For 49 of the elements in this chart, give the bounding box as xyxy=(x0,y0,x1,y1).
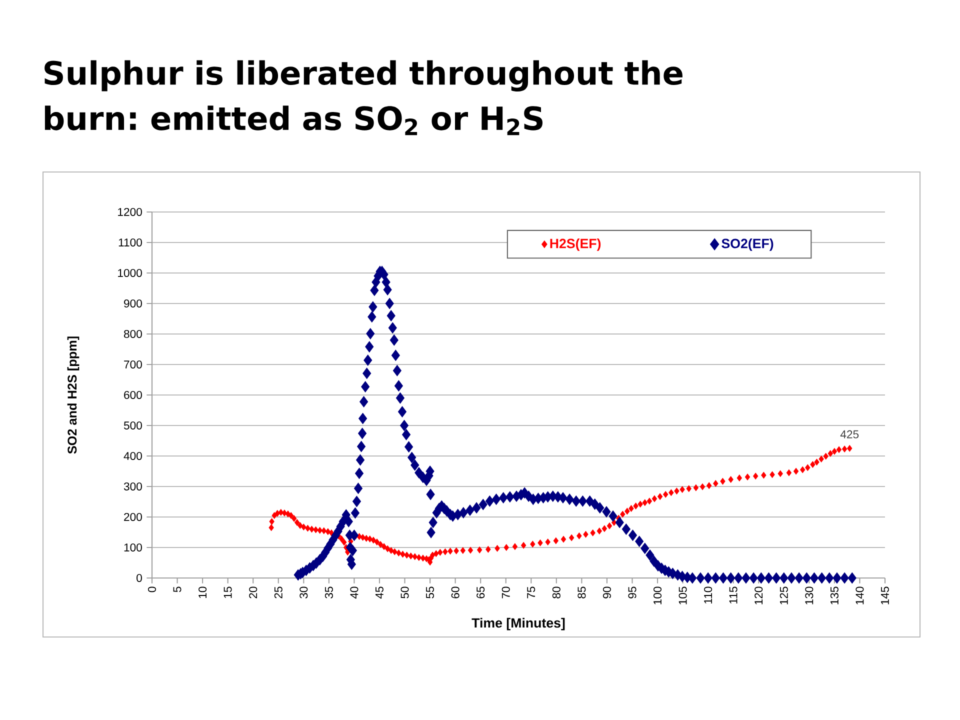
x-tick-label: 110 xyxy=(704,586,712,604)
x-tick-label: 0 xyxy=(148,586,156,592)
x-tick-label: 75 xyxy=(527,586,536,598)
x-tick-label: 95 xyxy=(628,586,636,598)
x-tick-label: 35 xyxy=(324,586,333,598)
x-tick-label: 60 xyxy=(451,586,460,598)
x-tick-label: 105 xyxy=(678,586,687,604)
y-tick-label: 300 xyxy=(124,482,142,490)
x-tick-label: 85 xyxy=(578,586,586,598)
x-tick-label: 100 xyxy=(654,586,662,604)
y-tick-label: 900 xyxy=(124,299,142,308)
x-tick-label: 145 xyxy=(881,586,889,604)
y-tick-label: 0 xyxy=(136,574,142,582)
x-tick-label: 20 xyxy=(249,586,258,598)
y-tick-label: 1200 xyxy=(118,208,142,216)
y-tick-label: 1000 xyxy=(118,268,142,277)
x-axis-title: Time [Minutes] xyxy=(472,618,565,630)
y-tick-label: 1100 xyxy=(118,238,142,246)
x-tick-label: 5 xyxy=(173,586,182,592)
x-tick-label: 140 xyxy=(856,586,864,604)
y-axis-title: SO2 and H2S [ppm] xyxy=(67,336,80,454)
y-tick-label: 700 xyxy=(124,360,142,368)
x-tick-label: 10 xyxy=(198,586,207,598)
x-tick-label: 15 xyxy=(224,586,232,598)
x-tick-label: 40 xyxy=(350,586,358,599)
x-tick-label: 25 xyxy=(274,586,282,598)
x-tick-label: 80 xyxy=(552,586,560,598)
y-tick-label: 800 xyxy=(124,330,142,338)
x-tick-label: 50 xyxy=(400,586,409,598)
y-tick-label: 400 xyxy=(124,452,142,460)
x-tick-label: 130 xyxy=(805,586,814,604)
x-tick-label: 125 xyxy=(780,586,788,604)
chart-title: Sulphur is liberated throughout the burn: emitted as SO$_{2}$ or H$_{2}$S xyxy=(44,60,682,136)
annotation: 425 xyxy=(840,430,859,438)
legend-label: SO2(EF) xyxy=(722,238,774,251)
x-tick-label: 115 xyxy=(729,586,738,604)
x-tick-label: 45 xyxy=(376,586,384,599)
x-tick-label: 55 xyxy=(426,586,434,598)
y-tick-label: 500 xyxy=(124,421,142,430)
legend-label: H2S(EF) xyxy=(550,238,601,251)
x-tick-label: 65 xyxy=(476,586,485,598)
y-tick-label: 600 xyxy=(124,390,142,399)
x-tick-label: 120 xyxy=(754,586,763,604)
x-tick-label: 90 xyxy=(602,586,611,598)
y-tick-label: 200 xyxy=(124,512,142,521)
x-tick-label: 30 xyxy=(300,586,308,598)
y-tick-label: 100 xyxy=(124,543,142,552)
x-tick-label: 135 xyxy=(830,586,838,604)
x-tick-label: 70 xyxy=(502,586,510,598)
